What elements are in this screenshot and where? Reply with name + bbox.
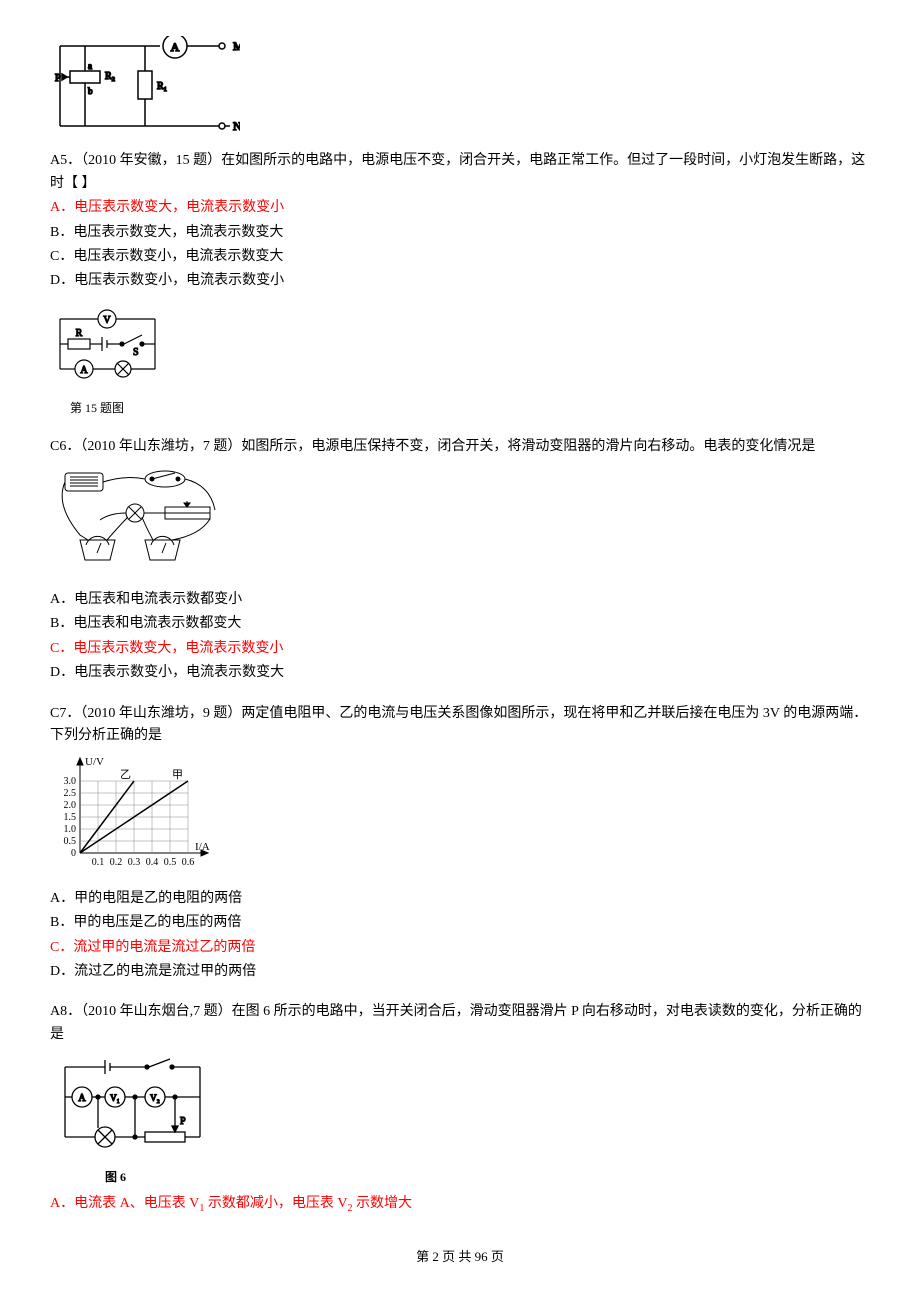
q5-option-c: C．电压表示数变小，电流表示数变大 [50,246,870,268]
q7-option-b: B．甲的电压是乙的电压的两倍 [50,912,870,934]
q6-circuit-diagram [50,465,870,583]
q5-option-a: A．电压表示数变大，电流表示数变小 [50,197,870,219]
svg-text:P: P [55,73,61,84]
q6-option-b: B．电压表和电流表示数都变大 [50,613,870,635]
q6-stem: C6．（2010 年山东潍坊，7 题）如图所示，电源电压保持不变，闭合开关，将滑… [50,436,870,458]
svg-text:3.0: 3.0 [64,776,77,787]
svg-text:0.4: 0.4 [146,857,159,868]
svg-text:A: A [171,40,180,54]
svg-text:a: a [88,61,92,71]
svg-text:1.0: 1.0 [64,824,77,835]
svg-text:b: b [88,86,93,96]
svg-text:A: A [78,1093,86,1104]
svg-text:甲: 甲 [172,769,183,781]
svg-text:0: 0 [71,848,76,859]
svg-text:0.5: 0.5 [64,836,77,847]
q8-option-a: A．电流表 A、电压表 V1 示数都减小，电压表 V2 示数增大 [50,1193,870,1217]
svg-text:0.1: 0.1 [92,857,105,868]
svg-text:U/V: U/V [85,756,104,768]
q8-stem: A8．（2010 年山东烟台,7 题）在图 6 所示的电路中，当开关闭合后，滑动… [50,1001,870,1046]
svg-text:0.3: 0.3 [128,857,141,868]
q6-option-a: A．电压表和电流表示数都变小 [50,589,870,611]
svg-text:1.5: 1.5 [64,812,77,823]
svg-text:V₁: V₁ [110,1093,120,1103]
q5-stem: A5．（2010 年安徽，15 题）在如图所示的电路中，电源电压不变，闭合开关，… [50,150,870,195]
svg-text:N: N [233,119,240,133]
svg-text:2.5: 2.5 [64,788,77,799]
svg-text:乙: 乙 [120,768,131,781]
q7-option-c: C．流过甲的电流是流过乙的两倍 [50,937,870,959]
q5-option-d: D．电压表示数变小，电流表示数变小 [50,270,870,292]
question-7: C7．（2010 年山东潍坊，9 题）两定值电阻甲、乙的电流与电压关系图像如图所… [50,703,870,984]
q8-circuit-diagram: A V₁ V₂ P [50,1052,870,1187]
svg-text:V₂: V₂ [150,1093,160,1103]
question-5: A5．（2010 年安徽，15 题）在如图所示的电路中，电源电压不变，闭合开关，… [50,150,870,418]
svg-text:A: A [80,365,88,376]
svg-text:R: R [76,328,83,339]
svg-text:V: V [103,315,111,326]
q6-option-d: D．电压表示数变小，电流表示数变大 [50,662,870,684]
q5-circuit-caption: 第 15 题图 [70,399,870,418]
svg-text:M: M [233,39,240,53]
svg-text:P: P [180,1116,186,1127]
svg-text:0.6: 0.6 [182,857,195,868]
q7-chart: U/V 乙 甲 I/A 0 0.5 1.0 1.5 2.0 2.5 3.0 0.… [50,753,870,881]
svg-text:S: S [133,347,139,358]
q7-option-d: D．流过乙的电流是流过甲的两倍 [50,961,870,983]
q6-option-c: C．电压表示数变大，电流表示数变小 [50,638,870,660]
svg-text:I/A: I/A [195,841,210,853]
svg-text:0.5: 0.5 [164,857,177,868]
page-footer: 第 2 页 共 96 页 [50,1247,870,1268]
svg-text:0.2: 0.2 [110,857,123,868]
q5-circuit-diagram: V R S A [50,299,870,419]
q8-circuit-caption: 图 6 [105,1168,870,1187]
svg-text:R₂: R₂ [105,71,115,82]
question-6: C6．（2010 年山东潍坊，7 题）如图所示，电源电压保持不变，闭合开关，将滑… [50,436,870,684]
q7-option-a: A．甲的电阻是乙的电阻的两倍 [50,888,870,910]
q5-option-b: B．电压表示数变大，电流表示数变大 [50,222,870,244]
question-8: A8．（2010 年山东烟台,7 题）在图 6 所示的电路中，当开关闭合后，滑动… [50,1001,870,1216]
circuit-diagram-top: A M N P R₂ a b R₁ [50,36,870,144]
svg-text:2.0: 2.0 [64,800,77,811]
q7-stem: C7．（2010 年山东潍坊，9 题）两定值电阻甲、乙的电流与电压关系图像如图所… [50,703,870,748]
svg-text:R₁: R₁ [157,81,167,92]
